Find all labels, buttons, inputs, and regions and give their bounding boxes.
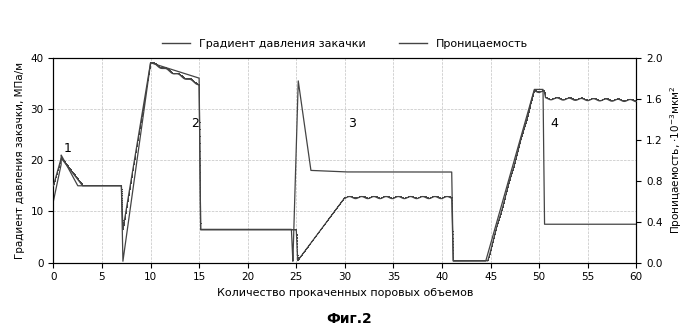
Text: 1: 1: [64, 142, 72, 156]
Legend: Градиент давления закачки, Проницаемость: Градиент давления закачки, Проницаемость: [158, 35, 532, 53]
Text: 3: 3: [348, 117, 356, 130]
Text: Фиг.2: Фиг.2: [326, 312, 373, 326]
Y-axis label: Проницаемость, $\cdot$10$^{-3}$мкм$^2$: Проницаемость, $\cdot$10$^{-3}$мкм$^2$: [668, 86, 684, 234]
Text: 2: 2: [192, 117, 199, 130]
Text: 4: 4: [551, 117, 559, 130]
Y-axis label: Градиент давления закачки, МПа/м: Градиент давления закачки, МПа/м: [15, 62, 25, 259]
X-axis label: Количество прокаченных поровых объемов: Количество прокаченных поровых объемов: [217, 288, 473, 298]
